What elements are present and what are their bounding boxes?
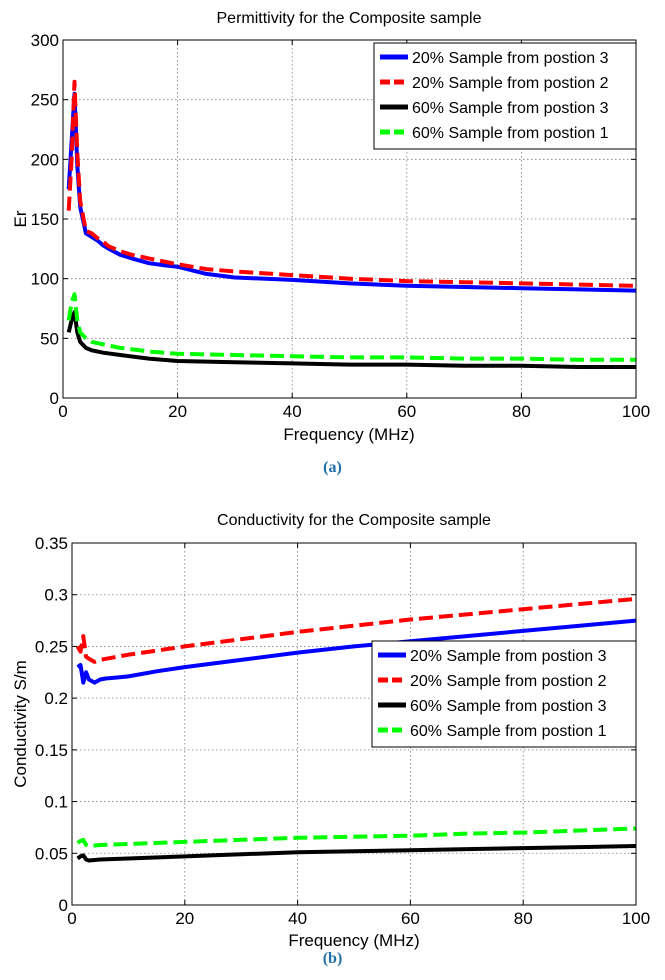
chart2-series-line-1	[76, 618, 637, 685]
chart1-x-tick-label: 80	[512, 402, 531, 421]
chart1-series-line-4	[66, 292, 636, 362]
chart2-series-line-3	[76, 844, 637, 863]
chart2-y-tick-label: 0	[59, 896, 68, 915]
chart1-y-tick-label: 0	[50, 389, 59, 408]
chart1-title: Permittivity for the Composite sample	[217, 10, 482, 27]
chart2-y-tick-label: 0.1	[44, 793, 68, 812]
chart2-y-tick-label: 0.35	[35, 534, 68, 553]
caption-b: (b)	[322, 950, 343, 967]
chart1-x-tick-label: 20	[168, 402, 187, 421]
chart1-legend-label-4: 60% Sample from postion 1	[412, 125, 609, 142]
chart1-legend-label-3: 60% Sample from postion 3	[412, 100, 609, 117]
chart1-x-tick-label: 0	[58, 402, 67, 421]
chart1-series-line-2	[66, 79, 637, 288]
chart2-y-tick-label: 0.3	[44, 586, 68, 605]
chart1-y-tick-label: 250	[31, 91, 59, 110]
chart2-legend-label-1: 20% Sample from postion 3	[410, 648, 607, 665]
chart1-legend-box	[373, 42, 637, 150]
chart2-y-tick-label: 0.05	[35, 844, 68, 863]
chart1-legend-label-1: 20% Sample from postion 3	[412, 50, 609, 67]
chart1-x-tick-label: 60	[397, 402, 416, 421]
chart1-y-tick-label: 150	[31, 210, 59, 229]
chart1-x-axis-label: Frequency (MHz)	[283, 425, 414, 444]
chart2-x-tick-label: 0	[67, 909, 76, 928]
chart2-legend-label-2: 20% Sample from postion 2	[410, 673, 607, 690]
chart1-x-tick-label: 100	[622, 402, 650, 421]
chart1-x-tick-label: 40	[283, 402, 302, 421]
chart2-title: Conductivity for the Composite sample	[217, 512, 491, 529]
chart1-y-tick-label: 50	[40, 329, 59, 348]
chart2-y-axis-label: Conductivity S/m	[11, 660, 30, 788]
chart2-series-line-4	[76, 826, 637, 848]
chart1-legend-label-2: 20% Sample from postion 2	[412, 75, 609, 92]
chart2-x-tick-label: 60	[401, 909, 420, 928]
chart2-legend-label-3: 60% Sample from postion 3	[410, 698, 607, 715]
chart1-y-tick-label: 100	[31, 270, 59, 289]
chart1-y-axis-label: Er	[11, 210, 30, 227]
chart1-series-line-3	[66, 310, 636, 369]
chart2-legend-label-4: 60% Sample from postion 1	[410, 723, 607, 740]
chart2-x-tick-label: 40	[288, 909, 307, 928]
chart2-y-tick-label: 0.15	[35, 741, 68, 760]
chart2-x-tick-label: 80	[514, 909, 533, 928]
chart1-y-tick-label: 300	[31, 31, 59, 50]
chart2-x-axis-label: Frequency (MHz)	[288, 931, 419, 950]
chart2-x-tick-label: 20	[175, 909, 194, 928]
chart2-y-tick-label: 0.25	[35, 637, 68, 656]
caption-a: (a)	[323, 459, 342, 476]
chart2-x-tick-label: 100	[622, 909, 650, 928]
chart2-legend-box	[371, 640, 637, 748]
chart1-y-tick-label: 200	[31, 150, 59, 169]
chart2-series-line-2	[75, 596, 637, 664]
chart2-y-tick-label: 0.2	[44, 689, 68, 708]
